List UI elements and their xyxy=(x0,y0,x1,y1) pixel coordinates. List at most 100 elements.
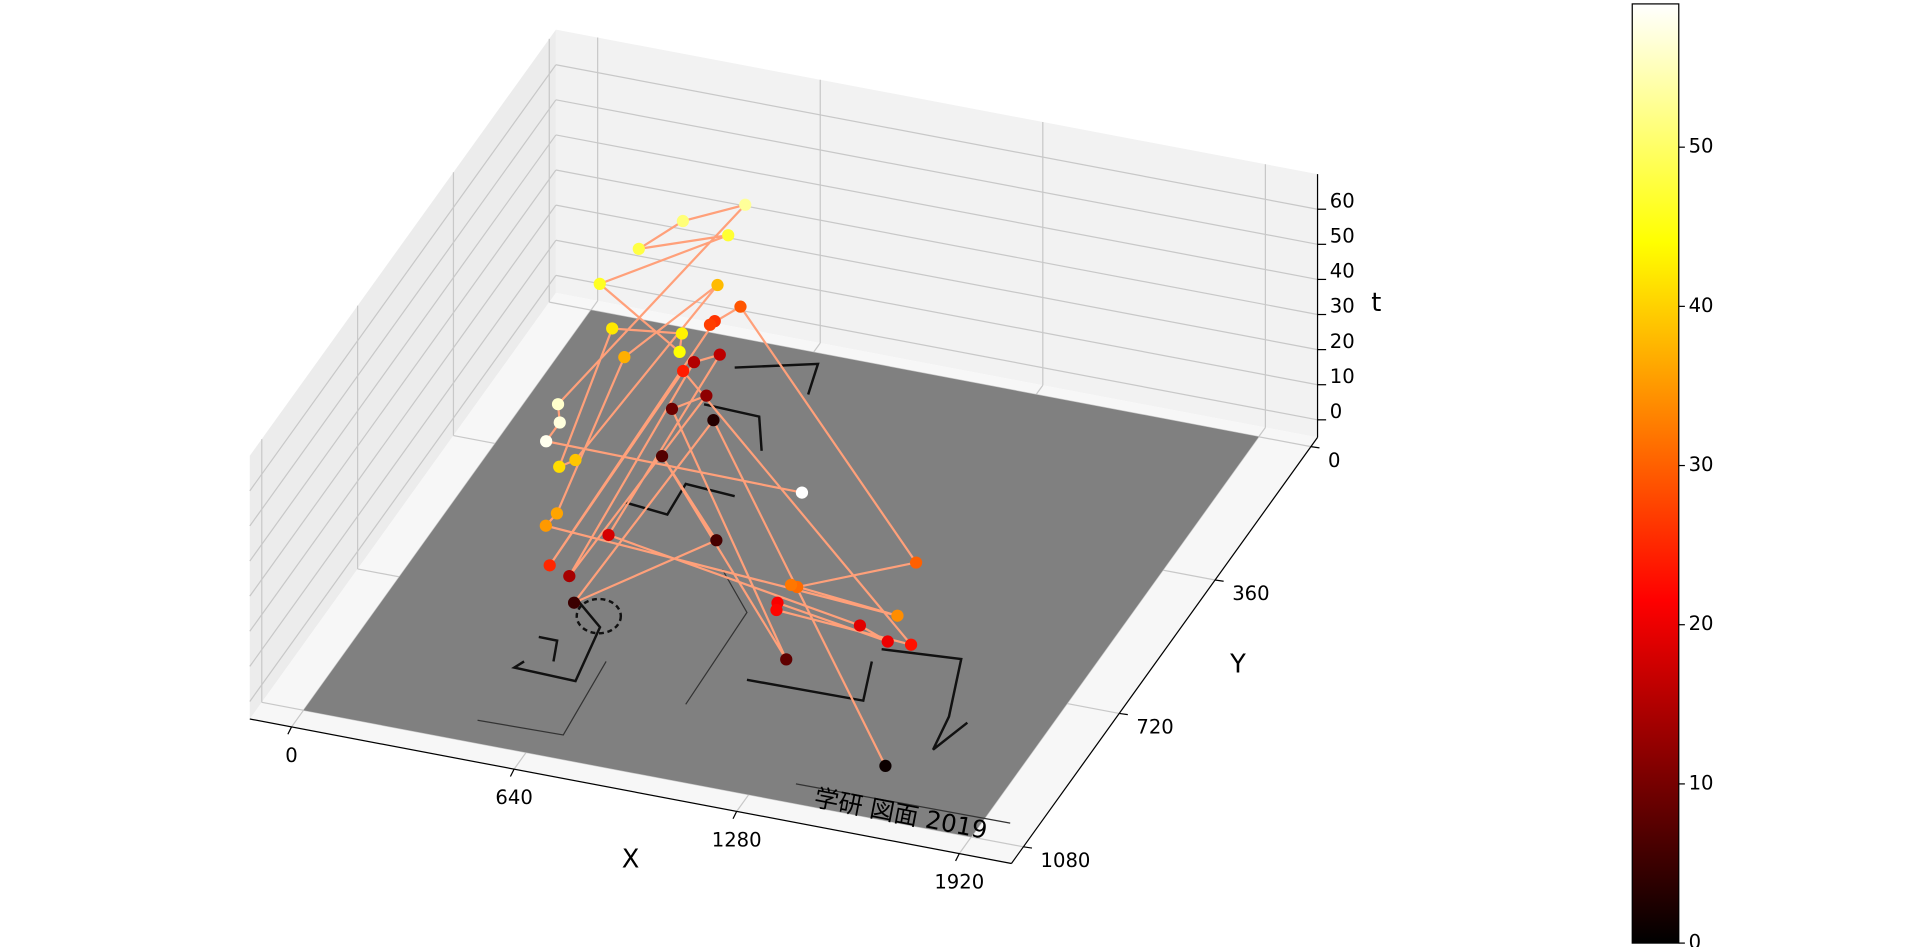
x-tick xyxy=(287,726,293,735)
x-tick xyxy=(509,768,515,777)
point xyxy=(713,348,726,361)
grid-line xyxy=(555,274,1318,421)
plan-line xyxy=(538,635,559,662)
axis-line xyxy=(249,718,1012,865)
x-axis-label: X xyxy=(622,844,640,874)
z-tick-label: 20 xyxy=(1330,330,1355,353)
z-tick-label: 50 xyxy=(1330,224,1355,247)
colorbar-tick-label: 50 xyxy=(1689,135,1714,158)
point xyxy=(739,198,752,211)
point xyxy=(676,214,690,228)
x-tick xyxy=(732,811,738,819)
left-pane xyxy=(249,29,556,720)
point xyxy=(770,603,783,617)
point xyxy=(707,414,720,427)
z-tick-label: 30 xyxy=(1330,295,1355,318)
y-tick xyxy=(1023,846,1033,849)
grid-line xyxy=(261,701,1024,848)
point xyxy=(673,345,686,359)
point xyxy=(891,609,904,622)
grid-line xyxy=(555,169,1318,316)
grid-line xyxy=(555,134,1318,281)
axes: 0 640 1280 1920 0 360 720 1080 0 10 20 30 40 50 60 X Yt xyxy=(249,174,1381,893)
point xyxy=(722,229,735,242)
point xyxy=(879,759,892,773)
point xyxy=(553,416,566,429)
grid-line xyxy=(249,169,557,597)
plan-circle xyxy=(575,597,623,635)
point xyxy=(655,450,669,463)
point xyxy=(881,635,894,648)
point xyxy=(618,351,631,364)
point xyxy=(543,559,556,572)
y-tick-label: 1080 xyxy=(1041,849,1091,872)
plan-line xyxy=(881,647,969,751)
axis-line xyxy=(1010,437,1319,864)
x-tick-label: 1920 xyxy=(934,870,984,893)
y-tick xyxy=(1119,712,1128,716)
point xyxy=(593,277,606,290)
grid-line xyxy=(291,300,599,728)
plan-line xyxy=(734,362,820,395)
grid-line xyxy=(555,99,1318,245)
point xyxy=(563,569,576,583)
plan-line xyxy=(703,403,763,451)
point xyxy=(602,528,615,542)
plan-line xyxy=(511,597,602,683)
colorbar-gradient xyxy=(1631,3,1680,944)
y-axis-label: Y xyxy=(1229,650,1246,680)
grid-line xyxy=(249,134,557,562)
point xyxy=(711,278,724,292)
grid-line xyxy=(249,99,557,527)
y-tick-label: 360 xyxy=(1232,582,1269,605)
point xyxy=(909,556,923,569)
point xyxy=(700,389,713,402)
x-tick-label: 0 xyxy=(285,744,297,767)
plan-line xyxy=(685,569,748,705)
z-tick-label: 0 xyxy=(1330,400,1342,423)
colorbar: 0 10 20 30 40 50 xyxy=(1631,3,1714,947)
colorbar-tick-label: 30 xyxy=(1689,453,1714,476)
point xyxy=(703,318,717,331)
point xyxy=(710,534,723,547)
back-pane xyxy=(555,29,1318,438)
colorbar-tick-label: 0 xyxy=(1689,931,1701,947)
plan-line xyxy=(795,783,1011,824)
point xyxy=(665,402,679,416)
point xyxy=(795,486,809,499)
x-tick-label: 1280 xyxy=(712,828,762,851)
grid-line xyxy=(249,239,557,667)
point xyxy=(734,300,747,313)
x-tick-label: 640 xyxy=(495,786,532,809)
point xyxy=(550,507,564,520)
grid-line xyxy=(555,64,1318,210)
plan-line xyxy=(746,661,874,703)
point xyxy=(904,638,918,651)
point xyxy=(784,578,798,591)
plan-line xyxy=(477,661,607,736)
y-tick xyxy=(1214,579,1224,582)
z-tick-label: 40 xyxy=(1330,260,1355,283)
point xyxy=(853,619,867,632)
point xyxy=(540,435,553,448)
y-tick xyxy=(1310,446,1320,449)
point xyxy=(677,364,690,378)
colorbar-tick-label: 10 xyxy=(1689,771,1714,794)
point xyxy=(606,322,619,335)
colorbar-tick-label: 20 xyxy=(1689,612,1714,635)
point xyxy=(675,327,689,340)
grid-line xyxy=(249,64,557,492)
grid-line xyxy=(555,239,1318,386)
point xyxy=(780,653,793,666)
colorbar-tick-label: 40 xyxy=(1689,294,1714,317)
x-tick xyxy=(955,853,960,862)
y-tick-label: 0 xyxy=(1328,449,1340,472)
point xyxy=(551,398,565,411)
point xyxy=(539,519,552,532)
point xyxy=(553,460,566,473)
z-axis-label: t xyxy=(1371,288,1381,318)
point xyxy=(687,356,701,369)
point xyxy=(632,242,645,256)
